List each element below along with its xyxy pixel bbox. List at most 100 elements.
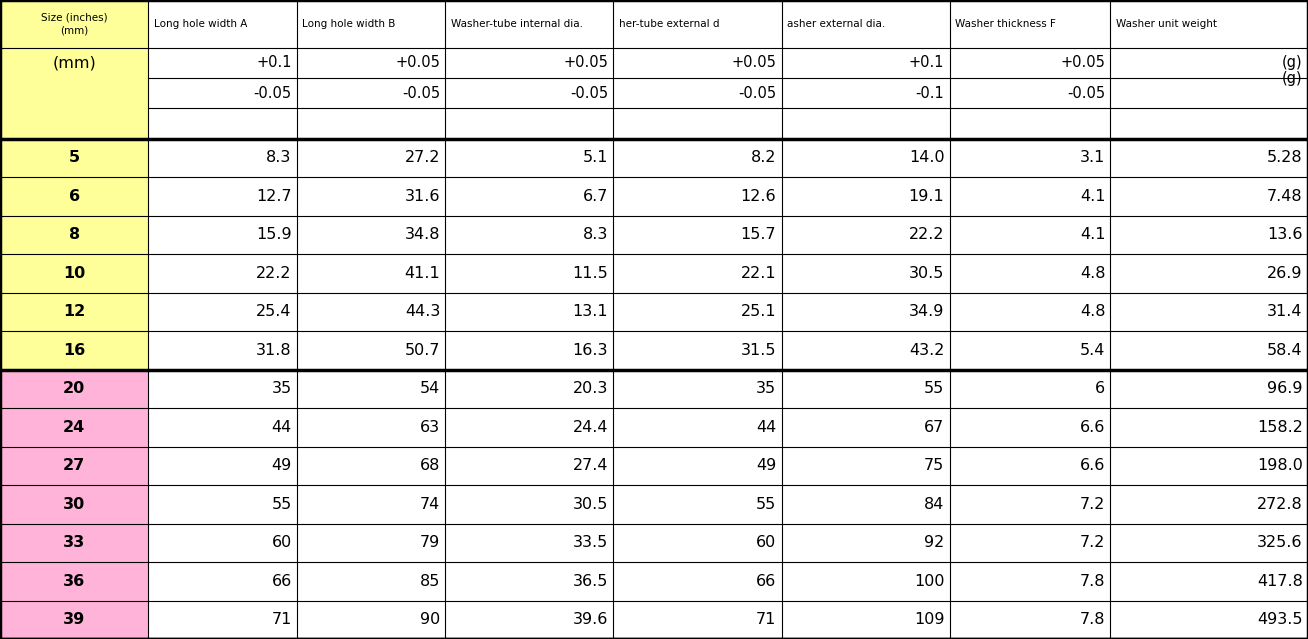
Bar [445, 485, 613, 523]
Bar [149, 293, 297, 331]
Text: Size (inches)
(mm): Size (inches) (mm) [41, 13, 107, 35]
Bar [149, 408, 297, 447]
Bar [613, 254, 782, 293]
Bar [0, 485, 149, 523]
Text: 10: 10 [63, 266, 85, 281]
Text: 24.4: 24.4 [573, 420, 608, 435]
Bar [1110, 447, 1308, 485]
Bar [782, 601, 950, 639]
Text: Washer unit weight: Washer unit weight [1116, 19, 1216, 29]
Text: 36: 36 [63, 574, 85, 589]
Bar [445, 48, 613, 139]
Bar [149, 254, 297, 293]
Text: 493.5: 493.5 [1257, 612, 1303, 627]
Bar [950, 293, 1110, 331]
Bar [950, 254, 1110, 293]
Bar [782, 447, 950, 485]
Text: 4.8: 4.8 [1080, 304, 1105, 320]
Bar [149, 139, 297, 177]
Bar [445, 369, 613, 408]
Bar [950, 331, 1110, 369]
Text: -0.1: -0.1 [916, 86, 944, 101]
Bar [297, 48, 445, 139]
Text: 33.5: 33.5 [573, 535, 608, 550]
Bar [1110, 139, 1308, 177]
Bar [613, 369, 782, 408]
Text: 31.6: 31.6 [404, 189, 439, 204]
Bar [782, 215, 950, 254]
Text: 22.1: 22.1 [740, 266, 777, 281]
Text: 66: 66 [756, 574, 777, 589]
Text: 6.6: 6.6 [1080, 420, 1105, 435]
Bar [0, 369, 149, 408]
Bar [1110, 177, 1308, 215]
Bar [445, 562, 613, 601]
Bar [1110, 331, 1308, 369]
Text: 7.2: 7.2 [1080, 497, 1105, 512]
Bar [445, 215, 613, 254]
Bar [1110, 601, 1308, 639]
Text: 44: 44 [272, 420, 292, 435]
Bar [149, 48, 297, 139]
Text: 4.8: 4.8 [1080, 266, 1105, 281]
Bar [149, 369, 297, 408]
Text: 5.28: 5.28 [1267, 150, 1303, 166]
Text: 16.3: 16.3 [573, 343, 608, 358]
Bar [950, 0, 1110, 48]
Text: 66: 66 [272, 574, 292, 589]
Text: 22.2: 22.2 [256, 266, 292, 281]
Text: 22.2: 22.2 [909, 227, 944, 242]
Bar [613, 331, 782, 369]
Text: 15.9: 15.9 [256, 227, 292, 242]
Bar [613, 0, 782, 48]
Text: Washer-tube internal dia.: Washer-tube internal dia. [450, 19, 582, 29]
Text: 39.6: 39.6 [573, 612, 608, 627]
Bar [297, 139, 445, 177]
Text: 7.2: 7.2 [1080, 535, 1105, 550]
Text: 35: 35 [272, 381, 292, 396]
Bar [0, 254, 149, 293]
Text: 4.1: 4.1 [1080, 227, 1105, 242]
Text: 14.0: 14.0 [909, 150, 944, 166]
Bar [782, 177, 950, 215]
Bar [445, 601, 613, 639]
Text: 272.8: 272.8 [1257, 497, 1303, 512]
Bar [0, 0, 149, 48]
Text: 27.4: 27.4 [573, 458, 608, 473]
Bar [613, 48, 782, 139]
Text: +0.05: +0.05 [1061, 56, 1105, 70]
Text: 11.5: 11.5 [573, 266, 608, 281]
Text: 55: 55 [756, 497, 777, 512]
Text: 44.3: 44.3 [404, 304, 439, 320]
Bar [782, 331, 950, 369]
Bar [445, 139, 613, 177]
Bar [297, 485, 445, 523]
Text: 39: 39 [63, 612, 85, 627]
Bar [782, 48, 950, 139]
Bar [297, 523, 445, 562]
Bar [950, 139, 1110, 177]
Text: 63: 63 [420, 420, 439, 435]
Bar [613, 293, 782, 331]
Bar [950, 48, 1110, 139]
Text: 3.1: 3.1 [1080, 150, 1105, 166]
Bar [297, 369, 445, 408]
Bar [445, 177, 613, 215]
Bar [950, 485, 1110, 523]
Bar [149, 485, 297, 523]
Bar [1110, 254, 1308, 293]
Bar [1110, 485, 1308, 523]
Bar [950, 447, 1110, 485]
Text: 50.7: 50.7 [404, 343, 439, 358]
Bar [613, 139, 782, 177]
Text: 109: 109 [914, 612, 944, 627]
Text: 34.9: 34.9 [909, 304, 944, 320]
Text: 35: 35 [756, 381, 777, 396]
Bar [1110, 0, 1308, 48]
Text: 5.1: 5.1 [583, 150, 608, 166]
Bar [0, 139, 149, 177]
Text: 4.1: 4.1 [1080, 189, 1105, 204]
Bar [297, 562, 445, 601]
Text: 7.48: 7.48 [1267, 189, 1303, 204]
Bar [950, 562, 1110, 601]
